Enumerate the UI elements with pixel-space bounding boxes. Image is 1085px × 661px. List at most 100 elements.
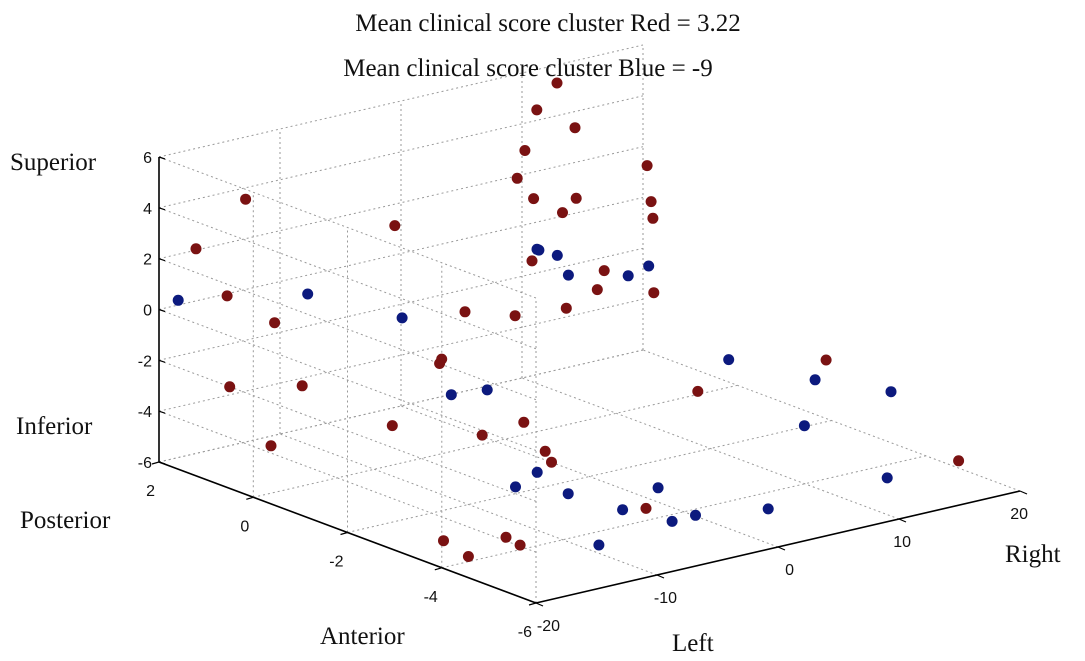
blue-cluster-point [666, 515, 678, 527]
blue-cluster-point [617, 504, 629, 516]
z-tick-label: -6 [138, 455, 152, 472]
blue-cluster-point [762, 503, 774, 515]
blue-cluster-point [881, 472, 893, 484]
x-tick-label: 20 [1010, 506, 1028, 523]
label-posterior: Posterior [20, 507, 111, 534]
title-line-2: Mean clinical score cluster Blue = -9 [343, 55, 713, 82]
blue-cluster-point [652, 482, 664, 494]
red-cluster-point [820, 354, 832, 366]
z-tick-mark [158, 359, 166, 363]
z-tick-mark [158, 156, 166, 160]
x-tick-mark [535, 602, 544, 607]
red-cluster-point [551, 77, 563, 89]
red-cluster-point [640, 502, 652, 514]
red-cluster-point [438, 535, 449, 547]
red-cluster-point [519, 145, 531, 156]
red-cluster-point [221, 290, 233, 302]
y-tick-label-mark [528, 602, 537, 606]
label-left: Left [672, 630, 714, 657]
red-cluster-point [647, 212, 659, 224]
grid-floor-x [279, 433, 658, 576]
blue-cluster-point [690, 509, 701, 521]
grid-floor-x [521, 377, 900, 520]
y-tick-label-mark [434, 567, 442, 571]
x-tick-label: -20 [537, 618, 560, 635]
grid-side-z [158, 359, 537, 502]
red-cluster-point [528, 193, 540, 205]
z-tick-label: -4 [138, 404, 152, 421]
red-cluster-point [476, 429, 488, 441]
y-tick-label: 0 [240, 518, 249, 535]
y-tick-label-mark [151, 461, 160, 465]
red-cluster-point [511, 172, 523, 184]
red-cluster-point [265, 440, 277, 452]
y-tick-label-mark [246, 496, 254, 500]
grid-side-z [158, 410, 537, 553]
red-cluster-point [462, 551, 474, 562]
red-cluster-point [386, 420, 398, 432]
red-cluster-point [526, 255, 538, 267]
blue-cluster-point [593, 539, 605, 551]
blue-cluster-point [531, 466, 543, 478]
red-cluster-point [560, 302, 572, 314]
red-cluster-point [389, 220, 401, 232]
y-tick-label: -4 [424, 589, 438, 606]
blue-cluster-point [481, 384, 493, 396]
red-cluster-point [546, 456, 557, 468]
label-superior: Superior [10, 149, 97, 176]
z-tick-mark [158, 410, 166, 414]
z-tick-label: -2 [138, 353, 152, 370]
grid-side-z [158, 207, 537, 350]
label-right: Right [1005, 541, 1061, 568]
red-cluster-point [509, 310, 521, 322]
x-tick-label: 0 [785, 562, 794, 579]
red-cluster-point [570, 192, 582, 204]
red-cluster-point [557, 207, 568, 219]
grid-side-z [158, 258, 537, 401]
red-cluster-point [692, 385, 704, 397]
grid-lines [158, 44, 1021, 604]
x-tick-label: 10 [893, 534, 911, 551]
z-tick-mark [158, 207, 166, 211]
y-tick-label: -6 [518, 624, 532, 641]
y-tick-label-mark [340, 531, 348, 536]
red-cluster-point [591, 284, 603, 296]
blue-cluster-point [551, 249, 563, 261]
blue-cluster-point [885, 386, 897, 398]
z-tick-mark [158, 308, 166, 313]
x-tick-mark [1019, 490, 1028, 495]
red-cluster-point [269, 317, 281, 329]
x-tick-mark [656, 574, 665, 579]
data-points [172, 77, 965, 562]
red-cluster-point [648, 287, 660, 299]
red-cluster-point [296, 380, 308, 392]
x-tick-mark [898, 518, 907, 523]
red-cluster-point [514, 539, 526, 551]
y-tick-label: -2 [329, 554, 343, 571]
label-inferior: Inferior [16, 413, 93, 440]
grid-side-z [158, 309, 537, 451]
title-line-1: Mean clinical score cluster Red = 3.22 [355, 10, 741, 37]
red-cluster-point [459, 306, 471, 318]
red-cluster-point [598, 265, 610, 277]
red-cluster-point [240, 193, 252, 205]
red-cluster-point [539, 445, 551, 457]
blue-cluster-point [510, 481, 521, 493]
blue-cluster-point [622, 270, 634, 282]
z-tick-label: 4 [143, 201, 152, 218]
red-cluster-point [190, 243, 202, 255]
grid-side-z [158, 156, 537, 299]
z-tick-label: 6 [143, 150, 152, 167]
blue-cluster-point [172, 294, 184, 306]
red-cluster-point [641, 160, 653, 172]
axes [151, 156, 1028, 607]
blue-cluster-point [809, 374, 821, 386]
blue-cluster-point [562, 488, 574, 500]
red-cluster-point [518, 416, 530, 428]
blue-cluster-point [723, 354, 735, 366]
z-tick-label: 0 [143, 303, 152, 320]
blue-cluster-point [531, 243, 543, 255]
red-cluster-point [569, 122, 581, 134]
